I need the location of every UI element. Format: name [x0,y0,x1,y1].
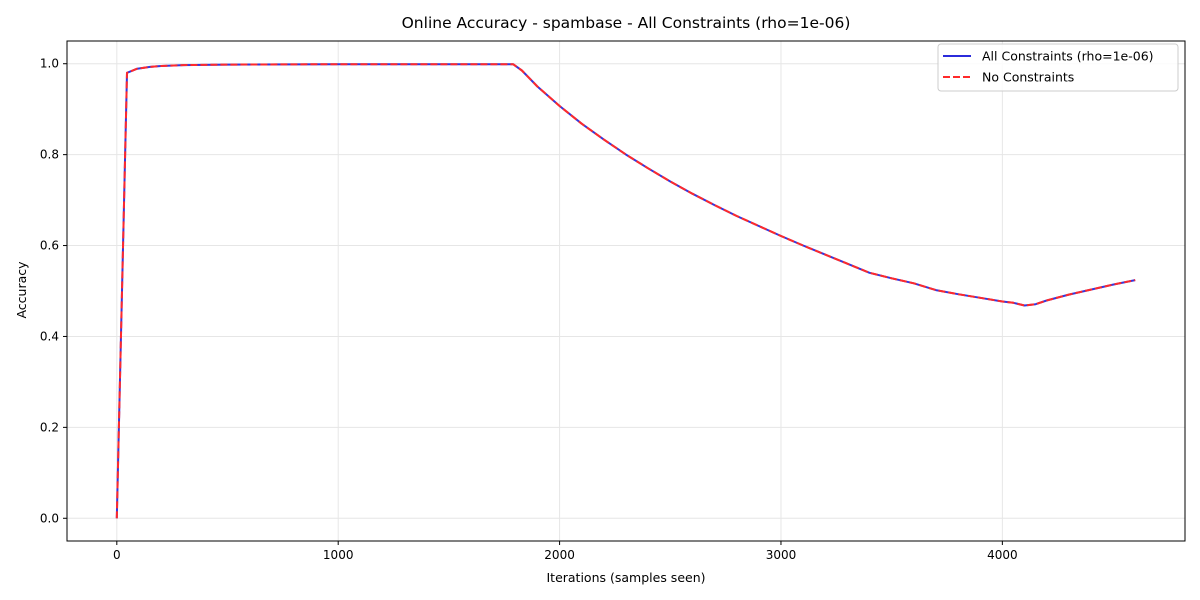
y-tick-label: 1.0 [40,57,59,71]
legend-label-1: All Constraints (rho=1e-06) [982,49,1154,64]
y-tick-label: 0.2 [40,420,59,434]
plot-area-frame [66,40,1186,542]
series-line-2 [115,63,1136,519]
x-tick-label: 2000 [544,548,575,562]
x-axis-ticks: 0 1000 2000 3000 4000 [113,541,1018,562]
x-tick-label: 4000 [987,548,1018,562]
y-tick-label: 0.0 [40,511,59,525]
legend-box [937,43,1179,92]
y-tick-label: 0.8 [40,148,59,162]
y-tick-label: 0.6 [40,239,59,253]
y-axis-ticks: 0.0 0.2 0.4 0.6 0.8 1.0 [40,57,67,525]
series-lines [115,63,1136,519]
y-tick-label: 0.4 [40,329,59,343]
x-tick-label: 1000 [323,548,354,562]
chart-title: Online Accuracy - spambase - All Constra… [402,14,851,32]
legend-label-2: No Constraints [982,70,1074,85]
x-tick-label: 3000 [766,548,797,562]
x-tick-label: 0 [113,548,121,562]
y-axis-label: Accuracy [14,261,29,319]
x-axis-label: Iterations (samples seen) [546,570,705,585]
legend: All Constraints (rho=1e-06) No Constraint… [937,43,1179,92]
